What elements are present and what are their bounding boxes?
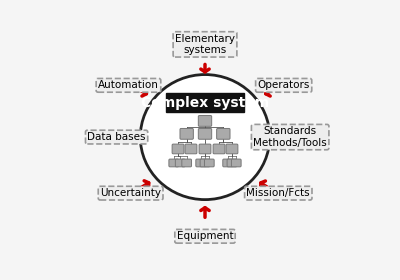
FancyBboxPatch shape [180, 129, 193, 139]
FancyBboxPatch shape [226, 144, 238, 154]
FancyBboxPatch shape [169, 159, 178, 167]
FancyBboxPatch shape [204, 159, 214, 167]
Text: Data bases: Data bases [87, 132, 146, 142]
Text: Complex system: Complex system [141, 95, 269, 109]
Text: Equipment: Equipment [177, 231, 233, 241]
FancyBboxPatch shape [232, 159, 241, 167]
FancyBboxPatch shape [217, 129, 230, 139]
Text: Operators: Operators [258, 80, 310, 90]
FancyBboxPatch shape [198, 116, 212, 126]
Text: Uncertainty: Uncertainty [100, 188, 161, 198]
FancyBboxPatch shape [196, 159, 206, 167]
Ellipse shape [140, 74, 270, 200]
FancyBboxPatch shape [227, 159, 237, 167]
FancyBboxPatch shape [223, 159, 232, 167]
FancyBboxPatch shape [213, 144, 225, 154]
FancyBboxPatch shape [199, 144, 211, 154]
Text: Automation: Automation [98, 80, 159, 90]
FancyBboxPatch shape [200, 159, 210, 167]
FancyBboxPatch shape [198, 129, 212, 139]
Text: Mission/Fcts: Mission/Fcts [246, 188, 310, 198]
FancyBboxPatch shape [172, 144, 184, 154]
FancyBboxPatch shape [185, 144, 197, 154]
FancyBboxPatch shape [166, 94, 244, 112]
FancyBboxPatch shape [175, 159, 185, 167]
Text: Standards
Methods/Tools: Standards Methods/Tools [253, 126, 327, 148]
FancyBboxPatch shape [182, 159, 192, 167]
Text: Elementary
systems: Elementary systems [175, 34, 235, 55]
